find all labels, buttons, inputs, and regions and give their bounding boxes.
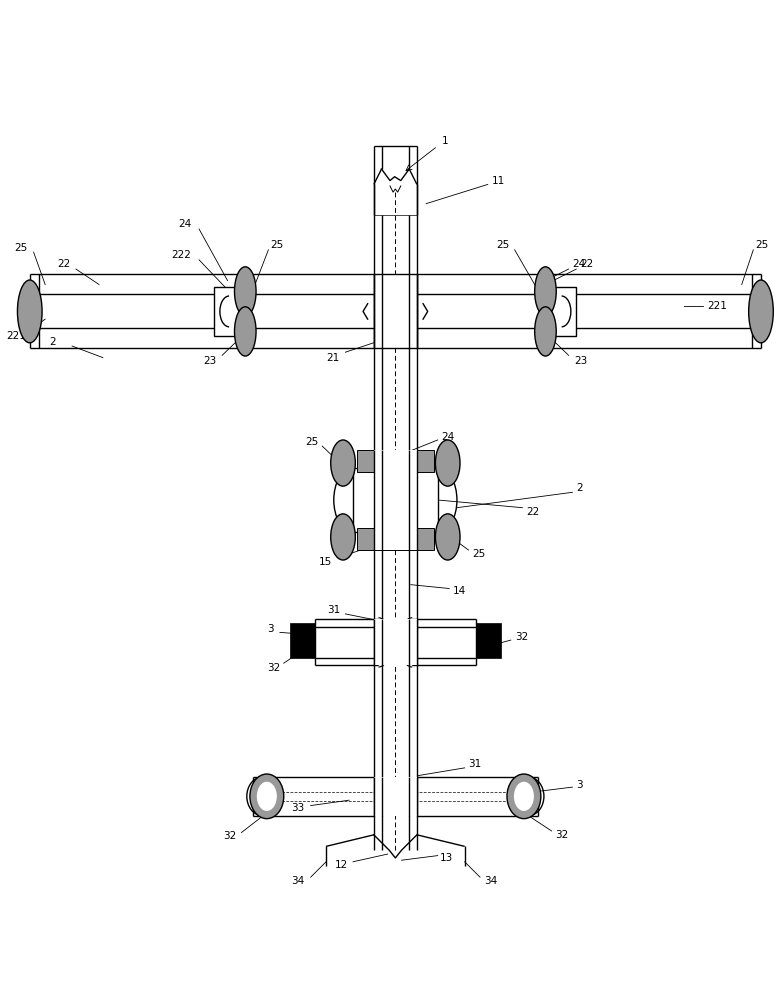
Bar	[373, 619, 417, 665]
Text: 25: 25	[756, 240, 769, 250]
Text: 34: 34	[484, 876, 497, 886]
Text: 23: 23	[204, 356, 217, 366]
Text: 14: 14	[453, 586, 467, 596]
Bar	[290, 623, 315, 658]
Ellipse shape	[234, 307, 256, 356]
Ellipse shape	[435, 440, 460, 486]
Bar	[215, 287, 244, 336]
Text: 13: 13	[440, 853, 453, 863]
Text: 25: 25	[496, 240, 509, 250]
Text: 21: 21	[327, 353, 340, 363]
Text: 3: 3	[267, 624, 274, 634]
Ellipse shape	[330, 514, 355, 560]
Text: 221: 221	[6, 331, 26, 341]
Bar	[476, 623, 501, 658]
Text: 22: 22	[526, 507, 539, 517]
Text: 32: 32	[223, 831, 236, 841]
Ellipse shape	[514, 782, 534, 811]
Bar	[373, 274, 417, 348]
Text: 12: 12	[334, 860, 348, 870]
Text: 221: 221	[707, 301, 727, 311]
Text: 24: 24	[179, 219, 191, 229]
Text: 24: 24	[442, 432, 455, 442]
Text: 33: 33	[291, 803, 305, 813]
Text: 25: 25	[472, 549, 485, 559]
Ellipse shape	[250, 774, 283, 819]
Text: 25: 25	[14, 243, 27, 253]
Ellipse shape	[535, 267, 556, 316]
Text: 31: 31	[327, 605, 340, 615]
Ellipse shape	[234, 267, 256, 316]
Text: 25: 25	[305, 437, 319, 447]
Ellipse shape	[749, 280, 774, 343]
Text: 3: 3	[576, 780, 583, 790]
Text: 25: 25	[271, 240, 284, 250]
Text: 22: 22	[57, 259, 70, 269]
Ellipse shape	[435, 514, 460, 560]
Ellipse shape	[330, 440, 355, 486]
Text: 23: 23	[574, 356, 587, 366]
Text: 1: 1	[442, 136, 448, 146]
Text: 31: 31	[468, 759, 482, 769]
Text: 2: 2	[49, 337, 56, 347]
Bar	[357, 528, 434, 550]
Text: 24: 24	[572, 259, 586, 269]
Bar	[353, 468, 438, 532]
Bar	[373, 777, 417, 816]
Text: 15: 15	[319, 557, 332, 567]
Text: 32: 32	[514, 632, 528, 642]
Ellipse shape	[257, 782, 277, 811]
Text: 11: 11	[492, 176, 505, 186]
Text: 2: 2	[576, 483, 583, 493]
Text: 34: 34	[291, 876, 305, 886]
Text: 222: 222	[171, 250, 191, 260]
Bar	[547, 287, 576, 336]
Text: 22: 22	[580, 259, 594, 269]
Bar	[357, 450, 434, 472]
Text: 32: 32	[554, 830, 568, 840]
Ellipse shape	[17, 280, 42, 343]
Ellipse shape	[507, 774, 541, 819]
Ellipse shape	[535, 307, 556, 356]
Bar	[373, 450, 417, 550]
Text: 32: 32	[267, 663, 280, 673]
